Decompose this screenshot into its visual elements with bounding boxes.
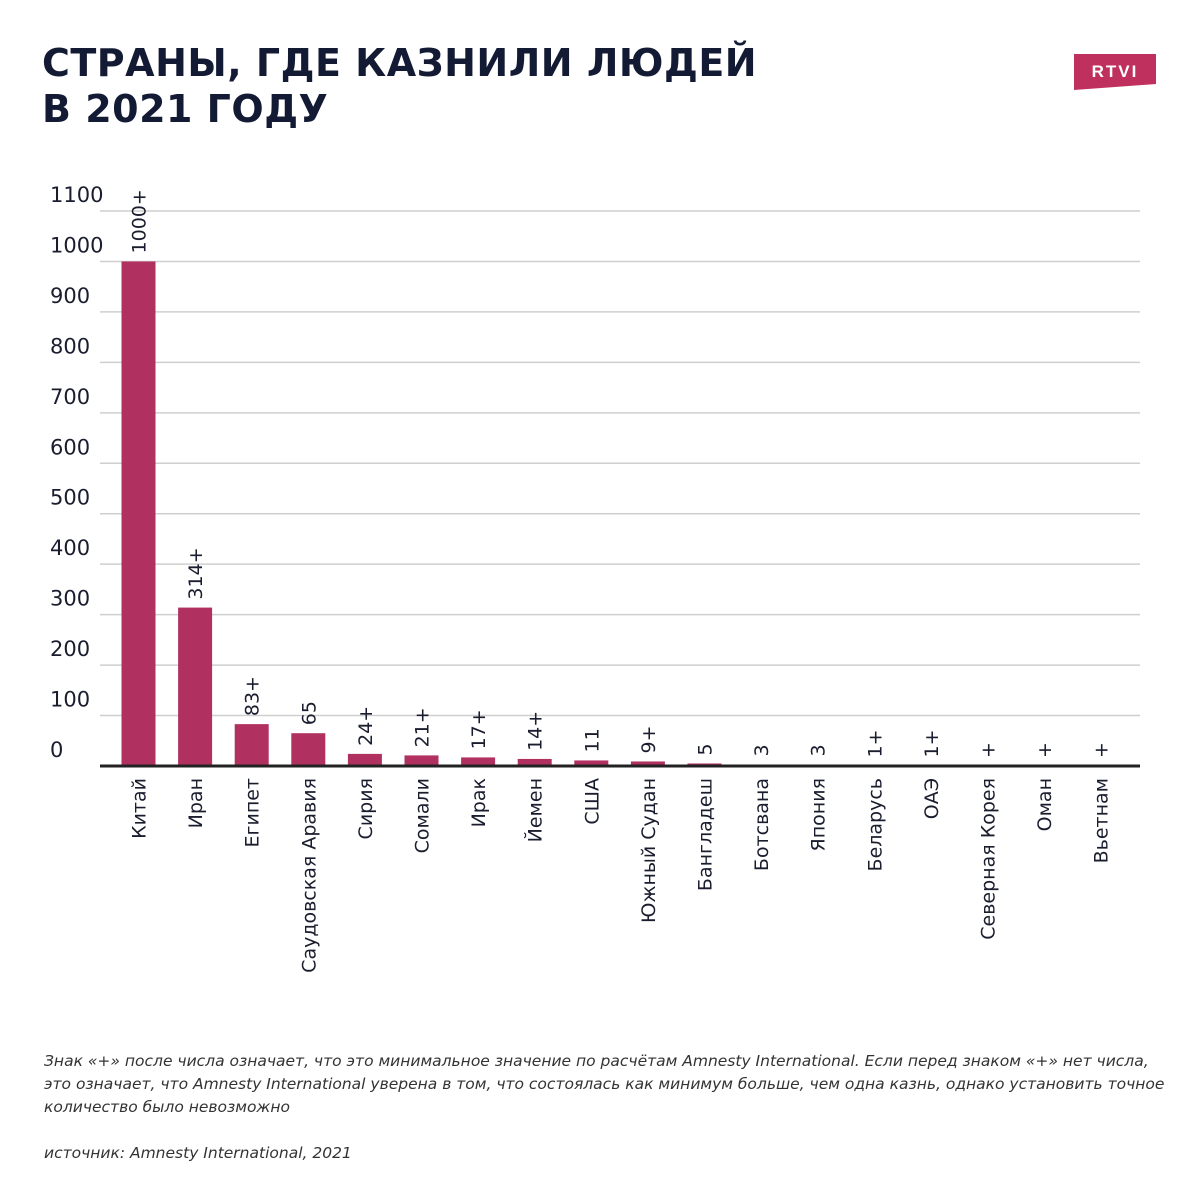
bar [404, 755, 439, 766]
x-tick-label: Китай [129, 778, 151, 839]
y-tick-label: 600 [50, 435, 90, 459]
data-label: + [1091, 742, 1113, 758]
footnote: Знак «+» после числа означает, что это м… [44, 1052, 1165, 1116]
data-label: 1000+ [129, 189, 151, 253]
bar [574, 760, 609, 766]
y-tick-label: 100 [50, 688, 90, 712]
data-label: 3 [808, 744, 830, 756]
y-tick-label: 1100 [50, 183, 103, 207]
y-tick-label: 200 [50, 637, 90, 661]
rtvi-logo: RTVI [1074, 54, 1156, 90]
data-label: 9+ [638, 725, 660, 753]
logo-text: RTVI [1092, 62, 1139, 81]
x-tick-label: Иран [185, 778, 207, 828]
bar [517, 758, 552, 766]
data-label: 3 [751, 744, 773, 756]
data-label: 5 [695, 743, 717, 755]
data-label: + [1034, 742, 1056, 758]
data-label: 21+ [412, 707, 434, 747]
data-label: 17+ [468, 709, 490, 749]
title-line-2: В 2021 ГОДУ [42, 87, 329, 131]
bar [178, 607, 213, 766]
x-tick-label: Ирак [468, 778, 490, 827]
chart-title: СТРАНЫ, ГДЕ КАЗНИЛИ ЛЮДЕЙ В 2021 ГОДУ [42, 40, 757, 132]
title-line-1: СТРАНЫ, ГДЕ КАЗНИЛИ ЛЮДЕЙ [42, 41, 758, 85]
y-tick-label: 1000 [50, 233, 103, 257]
x-tick-label: Южный Судан [638, 778, 660, 923]
x-tick-label: Северная Корея [978, 778, 1000, 940]
bar [630, 761, 665, 766]
y-tick-label: 300 [50, 587, 90, 611]
data-label: + [978, 742, 1000, 758]
data-label: 83+ [242, 676, 264, 716]
x-tick-label: Саудовская Аравия [298, 778, 320, 973]
x-tick-label: Беларусь [864, 778, 886, 871]
data-label: 11 [581, 728, 603, 752]
y-tick-label: 800 [50, 334, 90, 358]
data-label: 65 [298, 701, 320, 725]
x-tick-label: Оман [1034, 778, 1056, 831]
y-tick-label: 500 [50, 486, 90, 510]
x-tick-label: США [581, 778, 603, 825]
logo-background [1074, 54, 1156, 90]
x-tick-label: Сирия [355, 778, 377, 839]
bar [234, 724, 269, 766]
x-tick-label: Ботсвана [751, 778, 773, 871]
y-tick-label: 0 [50, 738, 63, 762]
bar [461, 757, 496, 766]
bar [291, 733, 326, 766]
y-tick-label: 700 [50, 385, 90, 409]
y-tick-label: 900 [50, 284, 90, 308]
bar [347, 753, 382, 766]
bar [121, 261, 156, 766]
x-tick-label: Египет [242, 778, 264, 848]
source-note: источник: Amnesty International, 2021 [44, 1144, 352, 1162]
data-label: 1+ [864, 729, 886, 757]
x-tick-label: ОАЭ [921, 778, 943, 819]
data-label: 314+ [185, 547, 207, 599]
x-tick-label: Сомали [412, 778, 434, 853]
data-label: 1+ [921, 729, 943, 757]
x-tick-label: Йемен [524, 778, 547, 842]
x-tick-label: Вьетнам [1091, 778, 1113, 863]
bar-chart: 0 100 200 300 400 500 600 700 800 900 1000 1100 1000… [50, 183, 1140, 973]
x-tick-label: Бангладеш [695, 778, 717, 891]
x-tick-label: Япония [808, 778, 830, 851]
y-tick-label: 400 [50, 536, 90, 560]
data-label: 24+ [355, 706, 377, 746]
data-label: 14+ [525, 711, 547, 751]
